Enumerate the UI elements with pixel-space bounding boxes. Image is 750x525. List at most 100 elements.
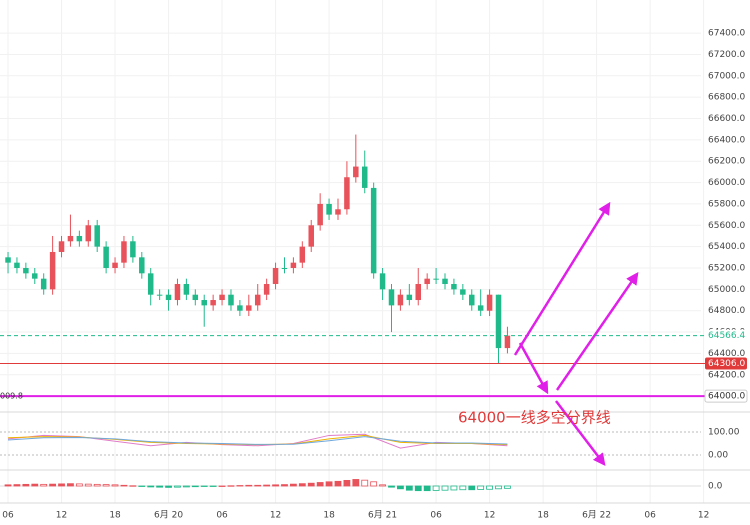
y-tick-label: 65200.0 <box>708 263 745 273</box>
y-tick-label: 67400.0 <box>708 29 745 39</box>
candle-body <box>183 284 190 295</box>
candle-body <box>219 294 225 301</box>
histogram-bar <box>84 483 92 487</box>
x-tick-label: 06 <box>430 511 442 521</box>
candle-body <box>379 273 386 290</box>
candle-body <box>495 294 502 349</box>
arrow <box>513 201 611 356</box>
y-tick-label: 67000.0 <box>708 71 745 81</box>
histogram-bar <box>245 484 253 487</box>
histogram-bar <box>147 485 155 488</box>
x-tick-label: 06 <box>216 511 228 521</box>
candle-body <box>130 241 136 258</box>
candle-body <box>317 203 323 226</box>
candle-body <box>353 166 359 178</box>
histogram-bar <box>325 481 333 487</box>
histogram-bar <box>486 485 493 490</box>
candle-body <box>442 278 448 285</box>
x-tick-label: 06 <box>644 511 656 521</box>
candle-body <box>326 203 332 215</box>
price-label-box <box>705 329 747 342</box>
candle-body <box>308 225 314 247</box>
histogram-bar <box>423 485 431 492</box>
histogram-bar <box>272 484 279 487</box>
histogram-bar <box>227 485 235 487</box>
candle-body <box>94 225 100 247</box>
histogram-bar <box>67 483 74 487</box>
price-label: 64566.4 <box>708 331 745 341</box>
candle-body <box>290 262 297 268</box>
histogram-bar <box>432 485 440 491</box>
histogram-bar <box>102 484 110 487</box>
price-label-box <box>704 389 748 403</box>
candle-body <box>174 284 181 301</box>
histogram-bar <box>459 485 467 491</box>
price-label: 64000.0 <box>708 392 745 402</box>
y-tick-label: 0.00 <box>708 451 728 461</box>
histogram-bar <box>49 483 57 487</box>
annotation: 64000一线多空分界线 <box>458 409 611 427</box>
candle-body <box>263 284 270 295</box>
histogram-bar <box>405 485 413 491</box>
histogram-bar <box>316 482 324 487</box>
histogram-bar <box>441 485 449 491</box>
histogram-bar <box>495 485 502 490</box>
histogram-bar <box>414 485 422 492</box>
candle-body <box>192 294 199 301</box>
y-tick-label: 66400.0 <box>708 135 745 145</box>
histogram-bar <box>191 485 199 488</box>
candle-body <box>201 300 207 306</box>
candle-body <box>254 294 261 306</box>
candle-body <box>112 262 118 268</box>
y-tick-label: 66600.0 <box>708 114 745 124</box>
histogram-bar <box>504 485 511 489</box>
candle-body <box>165 294 172 301</box>
histogram-bar <box>290 483 297 487</box>
candle-body <box>477 305 484 311</box>
candle-body <box>388 289 395 306</box>
oscillator-line <box>7 436 508 445</box>
price-label-box <box>705 357 747 370</box>
histogram-bar <box>22 483 30 487</box>
candle-body <box>370 187 377 274</box>
histogram-bar <box>379 484 386 487</box>
histogram-bar <box>450 485 458 491</box>
x-tick-label: 06 <box>2 511 14 521</box>
histogram-bar <box>236 485 244 487</box>
histogram-bar <box>361 479 369 487</box>
histogram-bar <box>4 484 12 487</box>
histogram-bar <box>254 484 262 487</box>
histogram-bar <box>307 482 315 487</box>
histogram-bar <box>334 480 342 487</box>
histogram-bar <box>93 483 101 487</box>
histogram-bar <box>138 485 146 487</box>
histogram-bar <box>298 483 306 487</box>
candle-body <box>210 300 216 306</box>
histogram-bar <box>165 485 172 488</box>
candle-body <box>58 241 65 252</box>
x-tick-label: 18 <box>537 511 549 521</box>
x-tick-label: 6月 22 <box>582 510 611 521</box>
x-tick-label: 12 <box>698 511 709 521</box>
candle-body <box>14 262 20 268</box>
candle-body <box>139 257 145 274</box>
candle-body <box>32 273 38 279</box>
candle-body <box>147 273 154 295</box>
candle-body <box>67 235 74 242</box>
oscillator-line <box>7 433 508 449</box>
candle-body <box>49 251 56 290</box>
candle-body <box>469 294 475 306</box>
candle-body <box>361 166 368 188</box>
candle-body <box>281 267 288 269</box>
candle-body <box>335 209 341 215</box>
arrows <box>513 201 639 466</box>
y-tick-label: 67200.0 <box>708 50 745 60</box>
y-tick-label: 0.0 <box>708 482 723 492</box>
candle-body <box>406 294 413 301</box>
histogram-bar <box>129 485 137 487</box>
candle-body <box>121 241 127 263</box>
x-tick-label: 12 <box>56 511 67 521</box>
candle-body <box>85 225 92 242</box>
histogram-bar <box>263 484 271 487</box>
